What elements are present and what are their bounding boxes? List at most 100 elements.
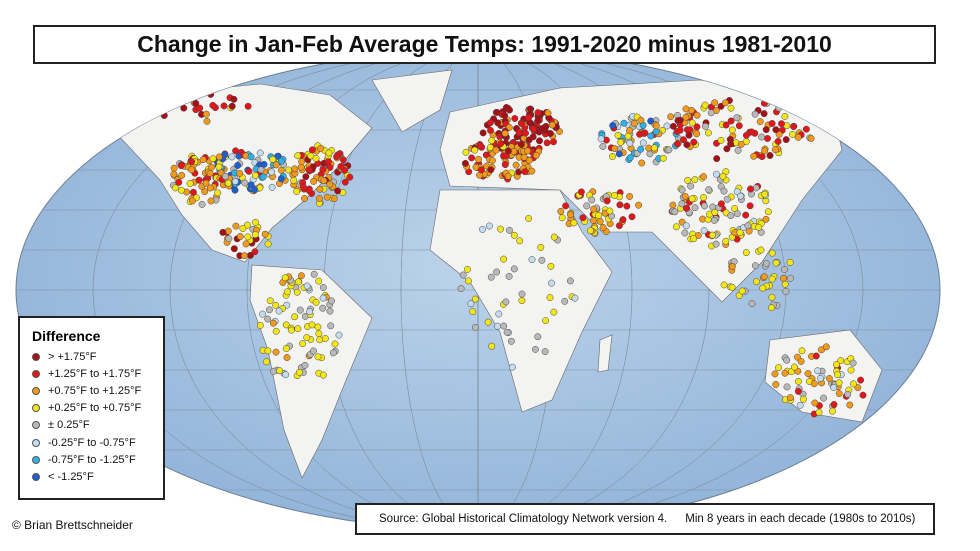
station-marker (547, 262, 555, 270)
station-marker (196, 104, 204, 112)
station-marker (299, 183, 307, 191)
station-marker (624, 132, 632, 140)
station-markers (107, 85, 867, 418)
station-marker (548, 279, 555, 287)
station-marker (479, 129, 487, 137)
station-marker (126, 106, 134, 114)
station-marker (682, 222, 690, 230)
station-marker (550, 138, 557, 146)
station-marker (766, 152, 774, 159)
station-marker (262, 358, 270, 366)
station-marker (315, 277, 323, 285)
greenland (371, 69, 453, 133)
station-marker (501, 161, 509, 169)
station-marker (859, 391, 867, 399)
station-marker (239, 225, 247, 232)
station-marker (327, 322, 335, 330)
station-marker (341, 178, 349, 186)
station-marker (171, 85, 179, 93)
station-marker (199, 156, 207, 164)
station-marker (548, 121, 556, 129)
legend-item: < -1.25°F (32, 468, 163, 485)
station-marker (230, 95, 238, 103)
station-marker (277, 166, 285, 174)
station-marker (645, 144, 653, 152)
station-marker (804, 370, 812, 377)
station-marker (849, 359, 857, 367)
station-marker (747, 185, 754, 193)
station-marker (312, 298, 320, 306)
source-note: Min 8 years in each decade (1980s to 201… (685, 513, 916, 525)
station-marker (711, 99, 719, 107)
legend-item: ± 0.25°F (32, 417, 163, 434)
station-marker (693, 111, 701, 119)
station-marker (261, 230, 269, 238)
station-marker (772, 259, 780, 267)
station-marker (546, 294, 554, 302)
station-marker (685, 131, 693, 139)
station-marker (701, 101, 709, 109)
station-marker (626, 154, 634, 162)
station-marker (259, 173, 267, 181)
station-marker (782, 136, 790, 144)
station-marker (833, 361, 840, 368)
station-marker (319, 304, 327, 312)
legend-swatch-icon (32, 455, 40, 464)
station-marker (518, 297, 526, 305)
station-marker (177, 186, 185, 194)
station-marker (188, 197, 196, 205)
station-marker (850, 380, 857, 388)
station-marker (293, 188, 301, 195)
station-marker (681, 229, 689, 237)
station-marker (521, 168, 529, 176)
station-marker (251, 186, 258, 194)
station-marker (835, 379, 843, 387)
station-marker (796, 401, 804, 409)
station-marker (652, 128, 660, 136)
station-marker (762, 215, 770, 223)
station-marker (241, 179, 249, 187)
station-marker (571, 294, 579, 302)
station-marker (244, 233, 252, 241)
station-marker (707, 109, 715, 117)
station-marker (673, 140, 681, 148)
legend-label: ± 0.25°F (48, 419, 90, 432)
station-marker (681, 192, 689, 200)
legend-swatch-icon (32, 472, 40, 481)
station-marker (667, 113, 675, 121)
station-marker (717, 200, 725, 208)
station-marker (546, 130, 554, 137)
station-marker (234, 162, 242, 169)
station-marker (609, 153, 616, 160)
station-marker (333, 153, 341, 161)
station-marker (209, 155, 217, 163)
station-marker (775, 104, 783, 112)
station-marker (816, 374, 824, 382)
station-marker (671, 208, 679, 216)
station-marker (324, 158, 332, 166)
station-marker (290, 176, 298, 184)
station-marker (201, 188, 209, 196)
station-marker (615, 150, 623, 158)
station-marker (620, 119, 628, 127)
station-marker (188, 158, 196, 166)
station-marker (790, 123, 798, 131)
legend-item: -0.75°F to -1.25°F (32, 451, 163, 468)
station-marker (506, 106, 513, 114)
station-marker (270, 367, 278, 375)
station-marker (464, 277, 472, 285)
station-marker (807, 134, 815, 142)
station-marker (794, 387, 802, 395)
station-marker (742, 211, 750, 219)
station-marker (825, 375, 833, 382)
station-marker (282, 321, 290, 329)
station-marker (710, 216, 718, 224)
station-marker (544, 109, 552, 117)
station-marker (722, 237, 730, 245)
station-marker (672, 223, 680, 231)
station-marker (484, 318, 492, 326)
station-marker (669, 201, 677, 209)
station-marker (626, 139, 634, 147)
station-marker (682, 105, 690, 113)
station-marker (794, 133, 802, 141)
